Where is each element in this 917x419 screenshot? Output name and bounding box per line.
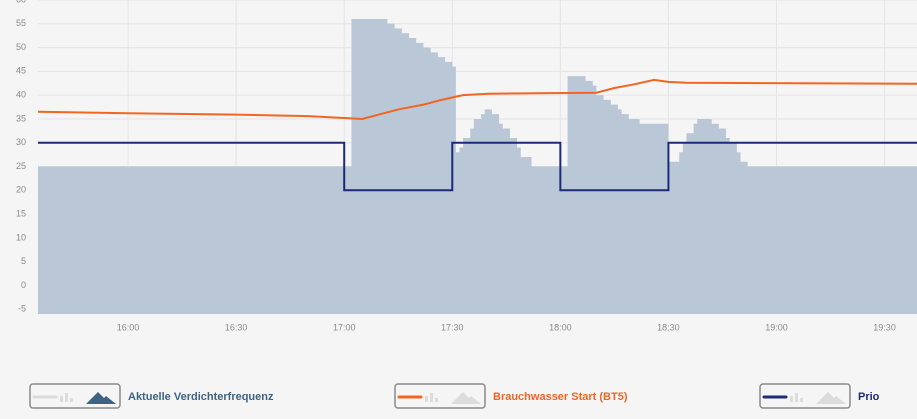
x-tick-label: 17:30 [441, 322, 464, 332]
legend-icon-bar [70, 398, 73, 402]
legend-icon-mountain [86, 392, 116, 404]
legend-label: Aktuelle Verdichterfrequenz [128, 391, 274, 403]
y-tick-label: 25 [16, 161, 26, 171]
x-tick-label: 18:30 [657, 322, 680, 332]
x-tick-label: 18:00 [549, 322, 572, 332]
legend-icon-bar [795, 393, 798, 402]
x-tick-label: 16:00 [117, 322, 140, 332]
y-tick-label: 10 [16, 232, 26, 242]
legend-icon-bar [425, 396, 428, 402]
legend-icon-mountain [816, 392, 846, 404]
legend-label: Prio [858, 391, 880, 403]
x-tick-label: 19:00 [765, 322, 788, 332]
x-tick-label: 17:00 [333, 322, 356, 332]
legend-icon-bar [435, 398, 438, 402]
y-tick-label: 0 [21, 280, 26, 290]
legend-icon-bar [60, 396, 63, 402]
y-tick-label: 15 [16, 208, 26, 218]
legend-icon-bar [790, 396, 793, 402]
y-tick-label: 40 [16, 90, 26, 100]
x-tick-label: 16:30 [225, 322, 248, 332]
y-tick-label: -5 [18, 304, 26, 314]
legend-item: Prio [759, 383, 880, 409]
series-area [38, 19, 917, 314]
series-line [38, 141, 917, 192]
legend-icon-bar [800, 398, 803, 402]
y-tick-label: 60 [16, 0, 26, 4]
y-tick-label: 30 [16, 137, 26, 147]
y-tick-label: 55 [16, 18, 26, 28]
legend-icon-bar [65, 393, 68, 402]
legend-item: Brauchwasser Start (BT5) [394, 383, 628, 409]
y-tick-label: 5 [21, 256, 26, 266]
y-tick-label: 20 [16, 185, 26, 195]
series-line [37, 78, 917, 120]
legend-label: Brauchwasser Start (BT5) [493, 391, 628, 403]
y-tick-label: 45 [16, 66, 26, 76]
legend-item: Aktuelle Verdichterfrequenz [29, 383, 274, 409]
y-tick-label: 50 [16, 42, 26, 52]
legend-icon-mountain [451, 392, 481, 404]
y-tick-label: 35 [16, 113, 26, 123]
x-tick-label: 19:30 [873, 322, 896, 332]
legend-icon-bar [430, 393, 433, 402]
